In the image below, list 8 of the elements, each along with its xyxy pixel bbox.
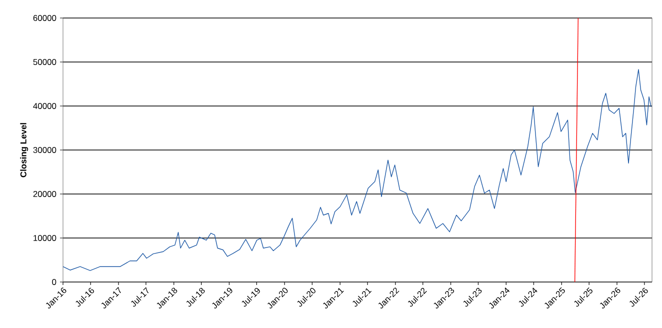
y-tick-label: 30000 xyxy=(33,147,56,153)
y-axis-title: Closing Level xyxy=(20,123,28,178)
y-tick-label: 50000 xyxy=(33,59,56,65)
y-tick-label: 0 xyxy=(52,279,56,285)
y-tick-label: 40000 xyxy=(33,103,56,109)
y-tick-label: 60000 xyxy=(33,15,56,21)
y-tick-label: 10000 xyxy=(34,235,56,241)
y-tick-label: 20000 xyxy=(33,191,56,197)
